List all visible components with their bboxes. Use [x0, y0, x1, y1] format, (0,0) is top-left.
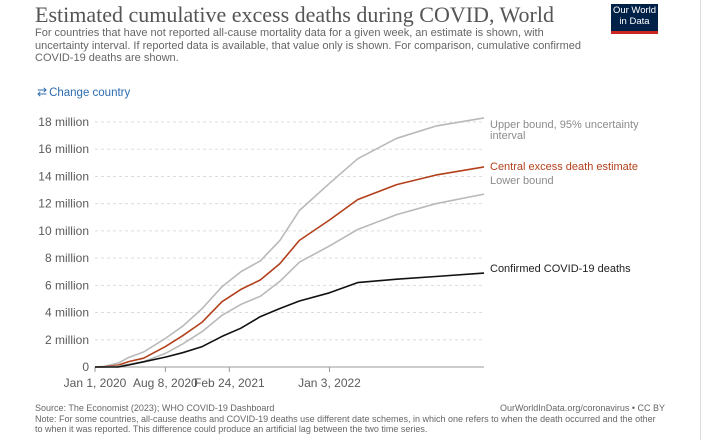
- y-tick-label: 8 million: [45, 251, 89, 265]
- x-tick-label: Jan 1, 2020: [64, 376, 127, 390]
- source-link[interactable]: OurWorldInData.org/coronavirus • CC BY: [499, 403, 665, 413]
- y-tick-label: 4 million: [45, 306, 89, 320]
- change-country-button[interactable]: ⇄ Change country: [37, 85, 130, 99]
- series-label: Confirmed COVID-19 deaths: [490, 263, 631, 275]
- owid-logo[interactable]: Our World in Data: [611, 4, 658, 34]
- y-tick-label: 14 million: [38, 169, 89, 183]
- x-tick-label: Aug 8, 2020: [133, 376, 198, 390]
- y-tick-label: 18 million: [38, 115, 89, 129]
- change-country-label: Change country: [49, 87, 131, 99]
- logo-line-2: in Data: [619, 16, 650, 27]
- chart-subtitle: For countries that have not reported all…: [35, 27, 581, 64]
- y-tick-label: 2 million: [45, 333, 89, 347]
- x-tick-label: Feb 24, 2021: [194, 376, 265, 390]
- chart-title: Estimated cumulative excess deaths durin…: [35, 2, 554, 27]
- y-tick-label: 16 million: [38, 142, 89, 156]
- series-line: [94, 117, 485, 368]
- source-text: Source: The Economist (2023); WHO COVID-…: [35, 403, 275, 413]
- series-line: [94, 193, 485, 368]
- series-label: Lower bound: [490, 175, 554, 187]
- note-text: Note: For some countries, all-cause deat…: [35, 413, 656, 435]
- y-tick-label: 12 million: [38, 197, 89, 211]
- series-line: [95, 272, 485, 368]
- logo-line-1: Our World: [612, 5, 657, 16]
- swap-arrows-icon: ⇄: [37, 85, 48, 99]
- y-tick-label: 0: [82, 360, 89, 374]
- chart-footer: Source: The Economist (2023); WHO COVID-…: [35, 403, 665, 435]
- y-tick-label: 10 million: [38, 224, 89, 238]
- series-line: [94, 166, 485, 368]
- x-tick-label: Jan 3, 2022: [298, 376, 361, 390]
- series-label: Central excess death estimate: [490, 161, 638, 173]
- y-tick-label: 6 million: [45, 278, 89, 292]
- series-label: Upper bound, 95% uncertainty interval: [490, 119, 639, 142]
